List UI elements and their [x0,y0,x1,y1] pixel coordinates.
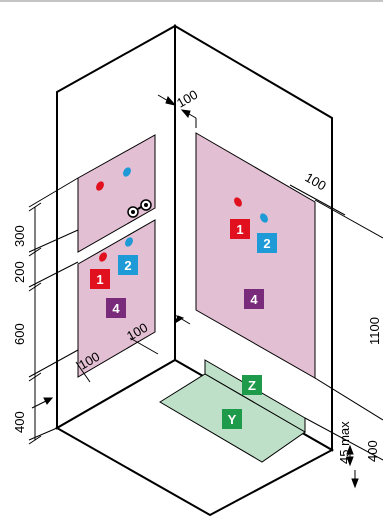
marker-2-upper-left: 2 [118,255,138,275]
svg-text:1: 1 [96,272,103,287]
hot-water-connector-upper [96,181,104,191]
hot-water-connector-right [234,197,242,207]
floor [54,358,335,517]
cold-water-connector-lower [125,237,133,247]
hot-water-connector-lower [99,252,107,262]
marker-4-left: 4 [106,298,126,318]
marker-z: Z [242,375,262,395]
svg-text:4: 4 [250,292,258,307]
dimension-arrows [31,94,383,489]
dim-right-400: 400 [365,440,380,462]
cold-water-connector-upper [123,167,131,177]
left-dimension-lines [28,177,79,445]
svg-text:1: 1 [236,222,243,237]
valve-icon [127,199,152,218]
marker-2-right: 2 [257,233,277,253]
dim-left-400: 400 [12,411,27,433]
upper-zone-left-wall [77,134,156,253]
cold-water-connector-right [260,213,268,223]
marker-y: Y [222,409,242,429]
svg-text:4: 4 [112,301,120,316]
svg-text:2: 2 [263,236,270,251]
marker-1-right: 1 [230,219,250,239]
dim-left-300: 300 [12,225,27,247]
svg-text:Z: Z [248,378,256,393]
dim-right-1100: 1100 [367,317,382,345]
dim-left-200: 200 [12,261,27,283]
dim-right-45max: 45 max [337,421,352,464]
svg-text:2: 2 [124,258,131,273]
svg-text:Y: Y [228,412,237,427]
marker-4-right: 4 [244,289,264,309]
marker-1-upper-left: 1 [90,269,110,289]
dim-left-600: 600 [12,323,27,345]
